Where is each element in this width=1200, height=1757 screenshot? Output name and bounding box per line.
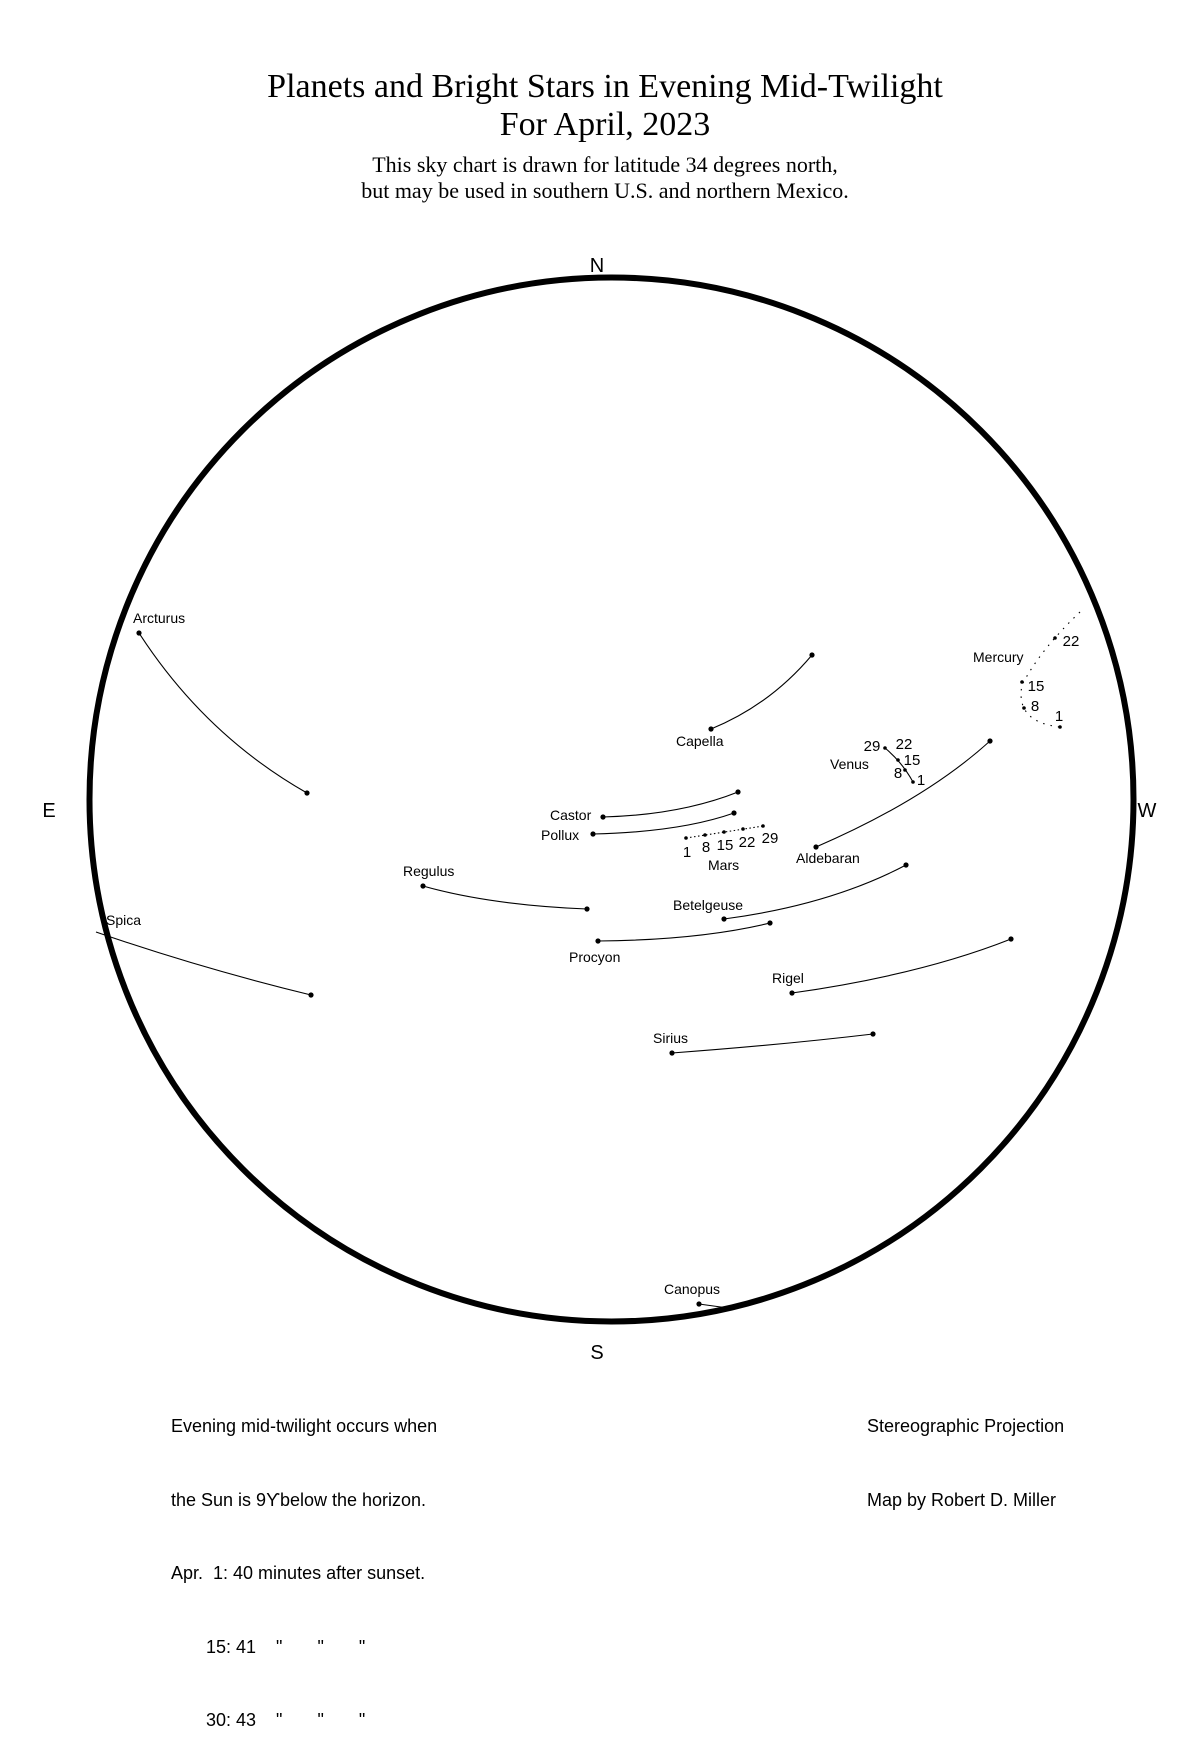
star-dot xyxy=(420,883,426,889)
horizon-circle xyxy=(86,274,1137,1325)
chart-subtitle-line-2: but may be used in southern U.S. and nor… xyxy=(361,178,849,203)
chart-title: Planets and Bright Stars in Evening Mid-… xyxy=(267,68,943,105)
label-spica: Spica xyxy=(106,912,141,928)
sirius-track xyxy=(671,1033,874,1054)
label-sirius: Sirius xyxy=(653,1030,688,1046)
star-dot xyxy=(584,906,590,912)
note-line: the Sun is 9ϒbelow the horizon. xyxy=(171,1489,427,1510)
rigel-track xyxy=(791,938,1012,994)
star-dot xyxy=(708,726,714,732)
betelgeuse-track xyxy=(723,864,907,920)
star-dot xyxy=(136,630,142,636)
label-procyon: Procyon xyxy=(569,949,620,965)
label-aldebaran: Aldebaran xyxy=(796,850,860,866)
mars-dot xyxy=(703,833,707,837)
label-mars: Mars xyxy=(708,857,739,873)
note-line: Evening mid-twilight occurs when xyxy=(171,1416,438,1436)
sky-chart: N S E W xyxy=(42,255,1157,1364)
procyon-track xyxy=(597,922,771,942)
venus-track xyxy=(884,747,914,783)
spica-track xyxy=(95,931,312,996)
note-line: 30: 43 " " " xyxy=(171,1710,366,1730)
mars-dot xyxy=(761,824,765,828)
capella-track xyxy=(710,654,813,730)
star-dot xyxy=(696,1301,702,1307)
mercury-date: 1 xyxy=(1055,708,1063,725)
arcturus-track xyxy=(138,632,308,794)
aldebaran-track xyxy=(815,740,991,848)
star-dot xyxy=(903,862,909,868)
mercury-dot xyxy=(1022,706,1026,710)
note-line: 15: 41 " " " xyxy=(171,1636,366,1657)
castor-track xyxy=(602,791,739,818)
author-credit: Map by Robert D. Miller xyxy=(867,1489,1057,1510)
projection-label: Stereographic Projection xyxy=(867,1416,1065,1436)
label-mercury: Mercury xyxy=(973,649,1024,665)
mercury-track xyxy=(1020,611,1081,728)
pollux-track xyxy=(592,812,735,835)
venus-dot xyxy=(883,746,887,750)
star-dot xyxy=(809,652,815,658)
canopus-track xyxy=(698,1303,729,1309)
direction-north: N xyxy=(590,255,604,277)
venus-date: 15 xyxy=(904,752,921,769)
star-dot xyxy=(870,1031,876,1037)
label-regulus: Regulus xyxy=(403,863,454,879)
mars-date: 22 xyxy=(739,834,756,851)
venus-date: 8 xyxy=(894,765,902,782)
label-canopus: Canopus xyxy=(664,1281,720,1297)
mercury-dot xyxy=(1053,636,1057,640)
mars-dot xyxy=(722,830,726,834)
star-dot xyxy=(304,790,310,796)
twilight-note: Evening mid-twilight occurs when the Sun… xyxy=(171,1365,437,1757)
venus-dot xyxy=(903,768,907,772)
note-line: Apr. 1: 40 minutes after sunset. xyxy=(171,1563,426,1583)
star-dot xyxy=(595,938,601,944)
label-castor: Castor xyxy=(550,807,592,823)
star-dot xyxy=(721,916,727,922)
label-rigel: Rigel xyxy=(772,970,804,986)
direction-east: E xyxy=(42,800,55,822)
chart-title-month: For April, 2023 xyxy=(499,106,711,143)
star-dot xyxy=(813,844,819,850)
star-dot xyxy=(1008,936,1014,942)
star-dot xyxy=(590,831,596,837)
mercury-dot xyxy=(1020,680,1024,684)
star-dot xyxy=(308,992,314,998)
star-dot xyxy=(767,920,773,926)
star-dot xyxy=(735,789,741,795)
venus-dot xyxy=(896,758,900,762)
mars-date: 29 xyxy=(762,830,779,847)
mars-date: 8 xyxy=(702,839,710,856)
venus-date: 29 xyxy=(864,738,881,755)
venus-dot xyxy=(911,780,915,784)
mars-dot xyxy=(684,836,688,840)
label-betelgeuse: Betelgeuse xyxy=(673,897,743,913)
label-venus: Venus xyxy=(830,756,869,772)
star-dot xyxy=(600,814,606,820)
venus-date: 22 xyxy=(896,736,913,753)
direction-west: W xyxy=(1138,800,1157,822)
label-capella: Capella xyxy=(676,733,724,749)
venus-date: 1 xyxy=(917,772,925,789)
direction-south: S xyxy=(590,1342,603,1364)
mercury-date: 15 xyxy=(1028,678,1045,695)
mercury-date: 22 xyxy=(1063,633,1080,650)
chart-subtitle-line-1: This sky chart is drawn for latitude 34 … xyxy=(372,152,838,177)
star-dot xyxy=(669,1050,675,1056)
star-dot xyxy=(731,810,737,816)
mars-dot xyxy=(741,827,745,831)
label-arcturus: Arcturus xyxy=(133,610,185,626)
projection-credit: Stereographic Projection Map by Robert D… xyxy=(867,1365,1064,1537)
label-pollux: Pollux xyxy=(541,827,579,843)
mercury-date: 8 xyxy=(1031,698,1039,715)
mars-date: 1 xyxy=(683,844,691,861)
regulus-track xyxy=(422,885,588,910)
star-dot xyxy=(789,990,795,996)
mercury-dot xyxy=(1058,725,1062,729)
star-dot xyxy=(987,738,993,744)
mars-date: 15 xyxy=(717,837,734,854)
